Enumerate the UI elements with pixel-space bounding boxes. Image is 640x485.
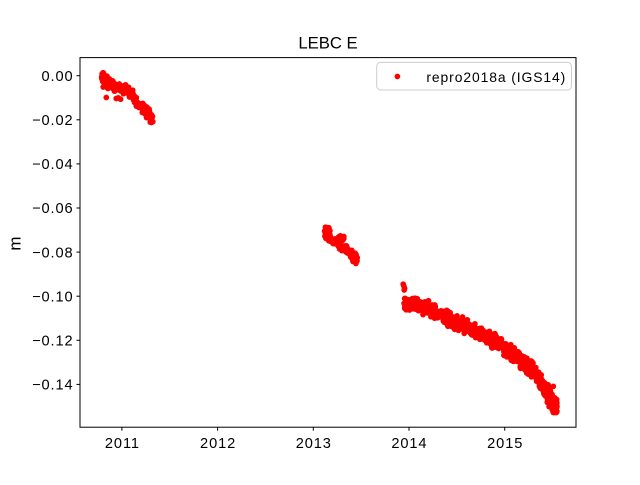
svg-text:−0.08: −0.08 — [32, 245, 73, 261]
svg-text:2015: 2015 — [487, 436, 523, 452]
svg-text:LEBC E: LEBC E — [298, 34, 357, 53]
svg-text:m: m — [6, 236, 25, 250]
svg-text:2011: 2011 — [105, 436, 140, 452]
svg-text:−0.12: −0.12 — [32, 334, 73, 350]
svg-text:repro2018a (IGS14): repro2018a (IGS14) — [426, 69, 566, 85]
svg-text:−0.10: −0.10 — [32, 289, 73, 305]
svg-text:2013: 2013 — [296, 436, 332, 452]
svg-text:−0.04: −0.04 — [32, 157, 73, 173]
svg-text:−0.14: −0.14 — [32, 378, 73, 394]
svg-text:2012: 2012 — [200, 436, 236, 452]
svg-text:−0.02: −0.02 — [32, 113, 73, 129]
svg-text:2014: 2014 — [391, 436, 427, 452]
svg-text:−0.06: −0.06 — [32, 201, 73, 217]
svg-text:0.00: 0.00 — [41, 69, 73, 85]
